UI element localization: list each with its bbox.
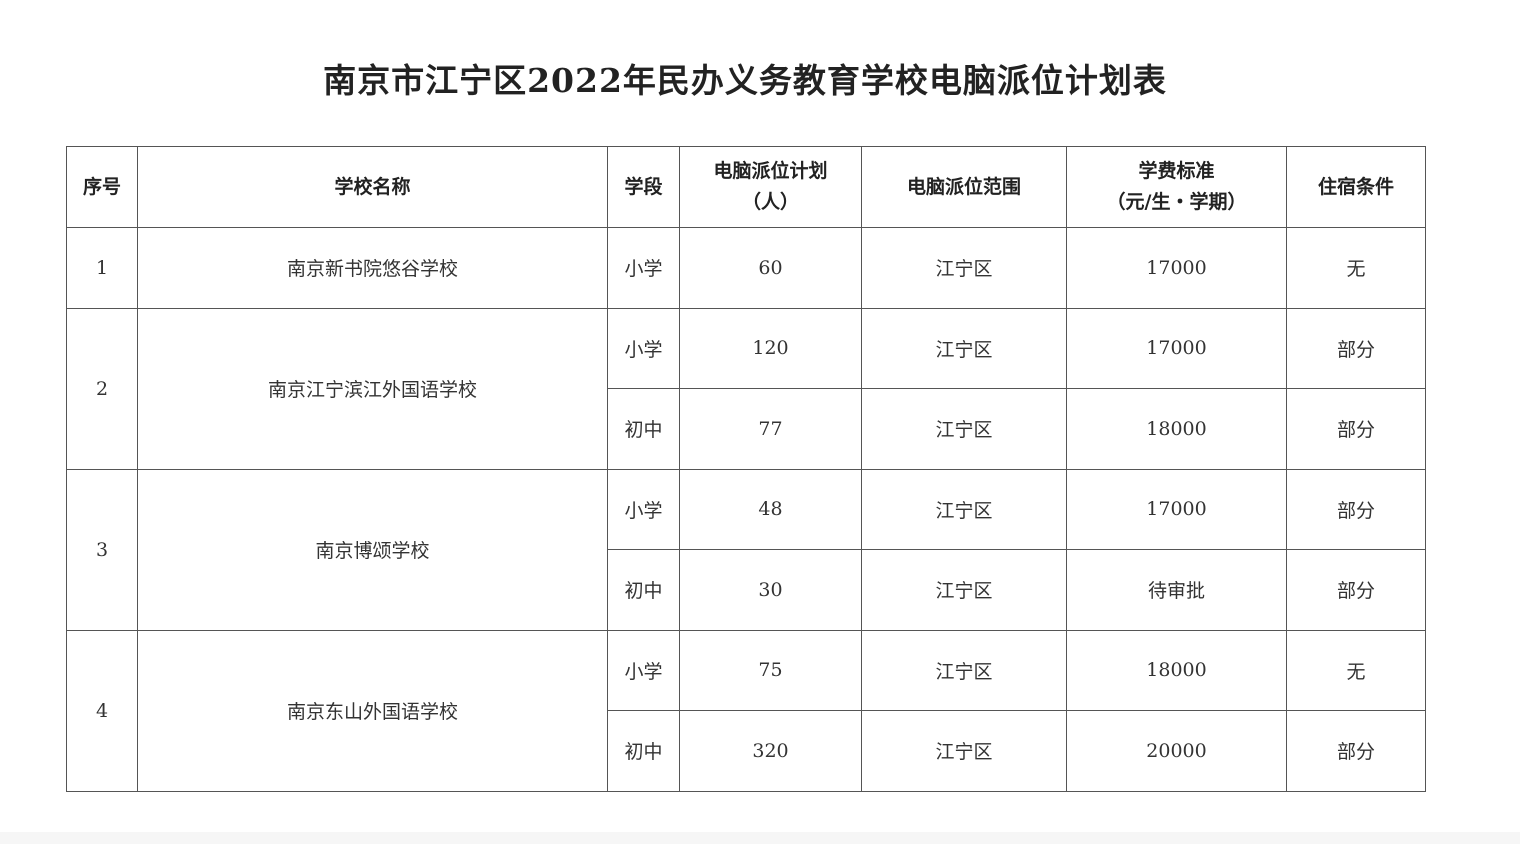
page-bottom-band — [0, 832, 1520, 844]
cell-plan: 320 — [679, 710, 862, 792]
cell-fee: 20000 — [1066, 710, 1287, 792]
cell-fee: 17000 — [1066, 307, 1287, 389]
header-fee-line2: （元/生・学期） — [1106, 191, 1247, 213]
cell-plan: 120 — [679, 307, 862, 389]
header-index: 序号 — [66, 146, 138, 228]
table-row: 初中 320 江宁区 20000 部分 — [67, 710, 1426, 792]
header-plan: 电脑派位计划 （人） — [679, 146, 862, 228]
cell-school-name: 南京江宁滨江外国语学校 — [137, 307, 608, 470]
header-fee: 学费标准 （元/生・学期） — [1066, 146, 1287, 228]
table-row: 1 南京新书院悠谷学校 小学 60 江宁区 17000 无 — [66, 227, 1426, 309]
cell-range: 江宁区 — [861, 468, 1067, 550]
header-plan-line2: （人） — [741, 191, 799, 213]
cell-school-name: 南京新书院悠谷学校 — [137, 227, 608, 309]
cell-stage: 小学 — [607, 227, 680, 309]
cell-fee: 17000 — [1066, 468, 1287, 550]
document-title: 南京市江宁区2022年民办义务教育学校电脑派位计划表 — [323, 61, 1167, 100]
cell-range: 江宁区 — [861, 710, 1067, 792]
cell-range: 江宁区 — [861, 307, 1067, 389]
cell-plan: 77 — [679, 388, 862, 470]
cell-fee: 18000 — [1066, 388, 1287, 470]
cell-plan: 75 — [679, 629, 862, 711]
header-plan-line1: 电脑派位计划 — [713, 160, 828, 182]
cell-housing: 部分 — [1286, 388, 1426, 470]
header-school: 学校名称 — [137, 146, 608, 228]
cell-range: 江宁区 — [861, 549, 1067, 631]
cell-plan: 60 — [679, 227, 862, 309]
cell-stage: 初中 — [607, 710, 680, 792]
header-fee-line1: 学费标准 — [1138, 160, 1215, 182]
cell-stage: 初中 — [607, 549, 680, 631]
cell-index: 3 — [66, 468, 138, 631]
cell-housing: 部分 — [1286, 468, 1426, 550]
header-stage: 学段 — [607, 146, 680, 228]
cell-housing: 部分 — [1286, 307, 1426, 389]
cell-fee: 待审批 — [1066, 549, 1287, 631]
cell-housing: 无 — [1286, 227, 1426, 309]
header-row: 序号 学校名称 学段 电脑派位计划 （人） 电脑派位范围 学费标准 （元/生・学期）… — [66, 146, 1426, 228]
cell-housing: 部分 — [1286, 710, 1426, 792]
cell-stage: 小学 — [607, 307, 680, 389]
cell-plan: 30 — [679, 549, 862, 631]
table-row: 3 南京博颂学校 小学 48 江宁区 17000 部分 — [66, 468, 1426, 631]
cell-fee: 18000 — [1066, 629, 1287, 711]
cell-range: 江宁区 — [861, 227, 1067, 309]
table-row: 初中 30 江宁区 待审批 部分 — [67, 549, 1426, 631]
cell-index: 2 — [66, 307, 138, 470]
cell-stage: 初中 — [607, 388, 680, 470]
cell-range: 江宁区 — [861, 629, 1067, 711]
table-row: 2 南京江宁滨江外国语学校 小学 120 江宁区 17000 部分 — [66, 307, 1426, 470]
cell-housing: 无 — [1286, 629, 1426, 711]
cell-plan: 48 — [679, 468, 862, 550]
header-housing: 住宿条件 — [1286, 146, 1426, 228]
cell-index: 1 — [66, 227, 138, 309]
cell-stage: 小学 — [607, 468, 680, 550]
cell-fee: 17000 — [1066, 227, 1287, 309]
cell-range: 江宁区 — [861, 388, 1067, 470]
table-row: 4 南京东山外国语学校 小学 75 江宁区 18000 无 — [66, 629, 1426, 792]
cell-school-name: 南京东山外国语学校 — [137, 629, 608, 792]
cell-housing: 部分 — [1286, 549, 1426, 631]
cell-stage: 小学 — [607, 629, 680, 711]
cell-index: 4 — [66, 629, 138, 792]
cell-school-name: 南京博颂学校 — [137, 468, 608, 631]
header-range: 电脑派位范围 — [861, 146, 1067, 228]
computer-allocation-plan-table: 序号 学校名称 学段 电脑派位计划 （人） 电脑派位范围 学费标准 （元/生・学期）… — [66, 146, 1426, 792]
table-row: 初中 77 江宁区 18000 部分 — [67, 388, 1426, 470]
